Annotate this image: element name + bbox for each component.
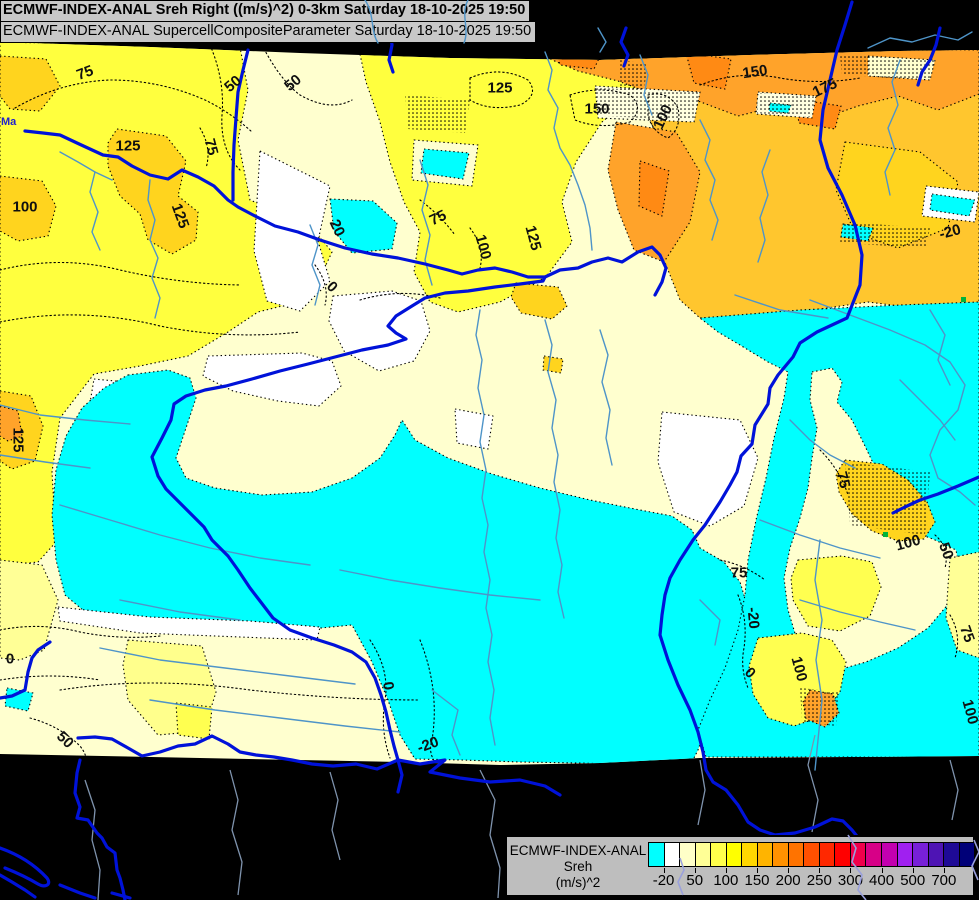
legend-swatch (741, 843, 757, 866)
faint-rivers-black-zone (84, 734, 959, 900)
legend-swatch (834, 843, 850, 866)
legend-tick-label: 100 (713, 872, 739, 889)
legend-swatch (865, 843, 881, 866)
legend-swatch (787, 843, 804, 866)
legend-swatch (818, 843, 835, 866)
legend-swatch (849, 843, 866, 866)
legend-tick-mark (757, 868, 758, 873)
legend-swatch (912, 843, 928, 866)
legend-tick-label: 700 (931, 872, 957, 889)
legend-swatch (896, 843, 913, 866)
legend-swatch (725, 843, 742, 866)
legend-swatch (710, 843, 726, 866)
legend-swatch (649, 843, 664, 866)
legend-swatch (927, 843, 944, 866)
title-box: ECMWF-INDEX-ANAL Sreh Right ((m/s)^2) 0-… (0, 0, 537, 43)
legend-tick-mark (819, 868, 821, 873)
legend-tick-label: 50 (686, 872, 704, 889)
legend-tick-label: 250 (806, 872, 832, 889)
legend-tick-mark (881, 868, 883, 873)
legend-swatch (756, 843, 773, 866)
legend-tick-mark (788, 868, 790, 873)
legend-color-bar (648, 842, 975, 867)
filled-contours-layer (0, 42, 979, 765)
legend-tick-label: -20 (652, 872, 675, 889)
legend-swatch (803, 843, 819, 866)
legend-swatch (772, 843, 788, 866)
legend-title: ECMWF-INDEX-ANAL (509, 843, 647, 858)
minor-rivers (0, 27, 976, 771)
title-line-1: ECMWF-INDEX-ANAL Sreh Right ((m/s)^2) 0-… (0, 0, 531, 22)
legend-tick-mark (943, 868, 945, 873)
legend-tick-mark (725, 868, 727, 873)
legend-tick-mark (663, 868, 665, 873)
legend-bar-wrap: -20 50 100 150 200 250 300 400 500 700 (648, 842, 975, 894)
legend-tick-label: 200 (775, 872, 801, 889)
legend-tick-label: 150 (744, 872, 770, 889)
legend-swatch (679, 843, 695, 866)
legend-tick-mark (694, 868, 696, 873)
legend-units: (m/s)^2 (555, 875, 601, 890)
legend-tick-label: 400 (869, 872, 895, 889)
legend-tick-mark (912, 868, 914, 873)
legend-ticks: -20 50 100 150 200 250 300 400 500 700 (648, 867, 975, 893)
legend-parameter: Sreh (563, 859, 593, 874)
legend-swatch (663, 843, 680, 866)
legend-swatch (880, 843, 897, 866)
legend-text-block: ECMWF-INDEX-ANAL Sreh (m/s)^2 (509, 843, 647, 891)
legend-swatch (943, 843, 959, 866)
legend-swatch (958, 843, 975, 866)
legend-tick-label: 500 (900, 872, 926, 889)
legend-box: ECMWF-INDEX-ANAL Sreh (m/s)^2 -20 50 100 15… (505, 835, 975, 897)
legend-swatch (694, 843, 711, 866)
legend-tick-label: 300 (837, 872, 863, 889)
title-line-2: ECMWF-INDEX-ANAL SupercellCompositeParam… (0, 21, 537, 43)
